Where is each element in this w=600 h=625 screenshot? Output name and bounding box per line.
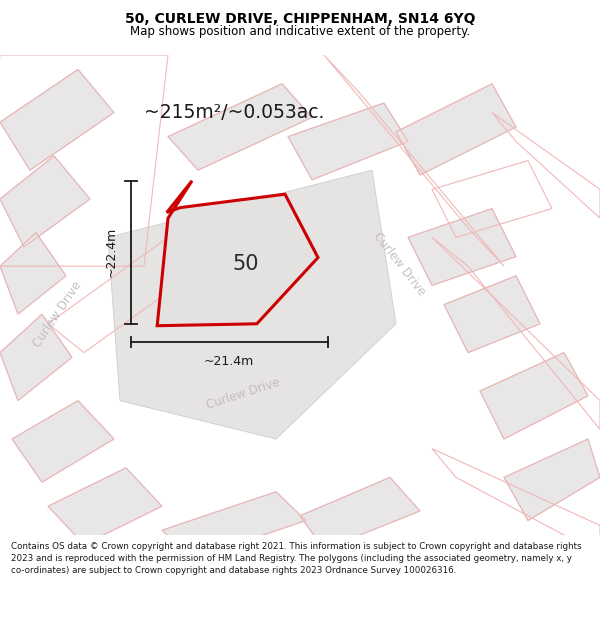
Polygon shape (0, 232, 66, 314)
Text: ~21.4m: ~21.4m (204, 356, 254, 369)
Polygon shape (408, 209, 516, 286)
Text: 50, CURLEW DRIVE, CHIPPENHAM, SN14 6YQ: 50, CURLEW DRIVE, CHIPPENHAM, SN14 6YQ (125, 12, 475, 26)
Text: 50: 50 (233, 254, 259, 274)
Text: Map shows position and indicative extent of the property.: Map shows position and indicative extent… (130, 26, 470, 39)
Polygon shape (168, 84, 312, 170)
Text: ~215m²/~0.053ac.: ~215m²/~0.053ac. (144, 103, 325, 122)
Polygon shape (12, 401, 114, 482)
Polygon shape (108, 170, 396, 439)
Polygon shape (444, 276, 540, 352)
Text: ~22.4m: ~22.4m (104, 227, 118, 278)
Text: Curlew Drive: Curlew Drive (370, 229, 428, 298)
Polygon shape (396, 84, 516, 175)
Polygon shape (300, 478, 420, 549)
Polygon shape (0, 156, 90, 247)
Polygon shape (288, 103, 408, 180)
Text: Curlew Drive: Curlew Drive (30, 279, 84, 349)
Polygon shape (162, 492, 306, 559)
Polygon shape (48, 468, 162, 544)
Polygon shape (0, 69, 114, 170)
Polygon shape (0, 314, 72, 401)
Text: Contains OS data © Crown copyright and database right 2021. This information is : Contains OS data © Crown copyright and d… (11, 542, 581, 575)
Polygon shape (504, 439, 600, 521)
Text: Curlew Drive: Curlew Drive (205, 376, 281, 411)
Polygon shape (480, 352, 588, 439)
Polygon shape (157, 181, 318, 326)
